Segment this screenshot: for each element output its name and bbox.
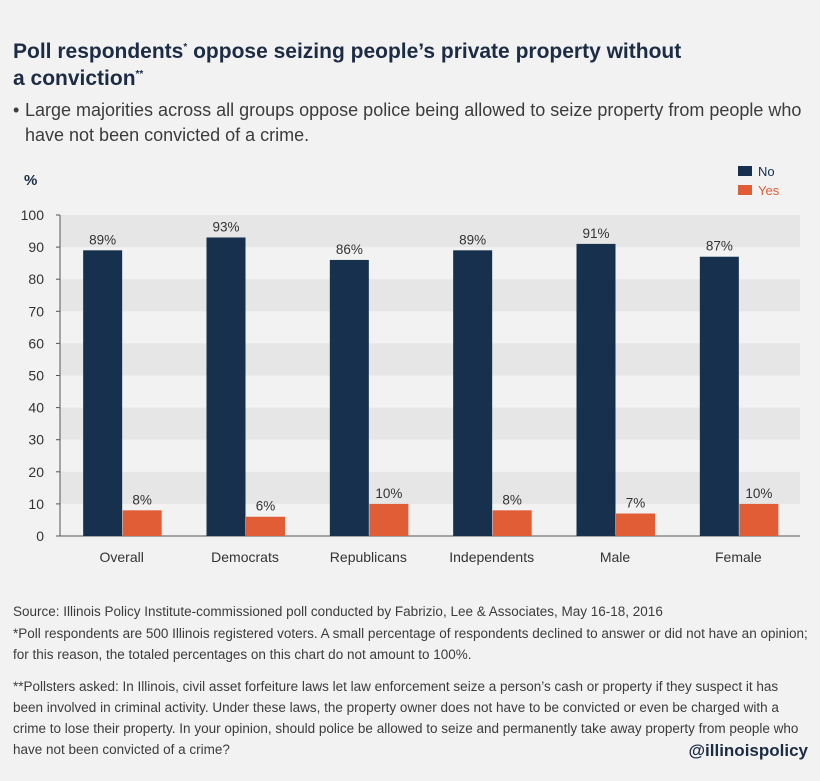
grid-band [60, 343, 800, 376]
y-tick-label: 40 [28, 400, 44, 416]
x-tick-label: Independents [449, 549, 534, 565]
bullet-icon: • [13, 100, 20, 120]
legend-label-yes: Yes [758, 183, 780, 198]
bar-yes [122, 510, 162, 536]
grid-band [60, 471, 800, 504]
chart-title: Poll respondents* oppose seizing people’… [13, 38, 803, 92]
legend-swatch-yes [738, 185, 752, 195]
y-tick-label: 20 [28, 464, 44, 480]
bar-no [576, 243, 616, 536]
legend-label-no: No [758, 164, 775, 179]
footnote-2: **Pollsters asked: In Illinois, civil as… [13, 679, 799, 757]
y-tick-label: 10 [28, 496, 44, 512]
y-tick-label: 80 [28, 271, 44, 287]
data-label-yes: 10% [375, 486, 402, 501]
bar-yes [492, 510, 532, 536]
bar-no [83, 250, 123, 536]
data-label-no: 93% [212, 219, 239, 234]
source-note: Source: Illinois Policy Institute-commis… [13, 604, 663, 619]
y-tick-label: 100 [21, 207, 45, 223]
data-label-no: 87% [706, 239, 733, 254]
bar-no [699, 256, 739, 536]
chart-subtitle: • Large majorities across all groups opp… [13, 98, 803, 148]
y-axis-label: % [24, 172, 37, 189]
x-tick-label: Female [715, 549, 762, 565]
y-tick-label: 30 [28, 432, 44, 448]
x-tick-label: Male [600, 549, 631, 565]
grid-band [60, 279, 800, 312]
bar-yes [616, 513, 655, 536]
bar-no [329, 259, 369, 536]
data-label-no: 91% [582, 226, 609, 241]
twitter-handle: @illinoispolicy [688, 741, 808, 760]
y-tick-label: 0 [36, 528, 44, 544]
data-label-no: 89% [89, 232, 116, 247]
y-tick-label: 50 [28, 368, 44, 384]
data-label-yes: 8% [502, 492, 522, 507]
bar-yes [739, 503, 779, 536]
x-tick-label: Democrats [211, 549, 279, 565]
y-tick-label: 90 [28, 239, 44, 255]
y-tick-label: 60 [28, 335, 44, 351]
bar-yes [369, 503, 409, 536]
title-text-1: Poll respondents [13, 40, 184, 63]
x-tick-label: Overall [99, 549, 143, 565]
data-label-no: 89% [459, 232, 486, 247]
legend-swatch-no [738, 166, 752, 176]
y-tick-label: 70 [28, 303, 44, 319]
title-text-2: oppose seizing people’s private property… [187, 40, 682, 63]
title-text-3: a conviction [13, 67, 136, 90]
grid-band [60, 215, 800, 248]
bar-no [453, 250, 493, 536]
title-footnote-mark-1: * [183, 42, 188, 53]
x-tick-label: Republicans [330, 549, 407, 565]
subtitle-text: Large majorities across all groups oppos… [25, 100, 802, 145]
bar-yes [246, 516, 285, 536]
data-label-yes: 8% [132, 492, 152, 507]
data-label-yes: 7% [626, 496, 646, 511]
data-label-yes: 6% [256, 499, 276, 514]
title-footnote-mark-2: ** [135, 69, 144, 80]
bar-chart: 0 10 20 30 40 50 60 70 80 90 100% No Yes 89% 8% Overall… [21, 164, 800, 565]
grid-band [60, 407, 800, 440]
bar-no [206, 237, 246, 536]
footnote-1: *Poll respondents are 500 Illinois regis… [13, 626, 808, 662]
data-label-yes: 10% [745, 486, 772, 501]
data-label-no: 86% [336, 242, 363, 257]
